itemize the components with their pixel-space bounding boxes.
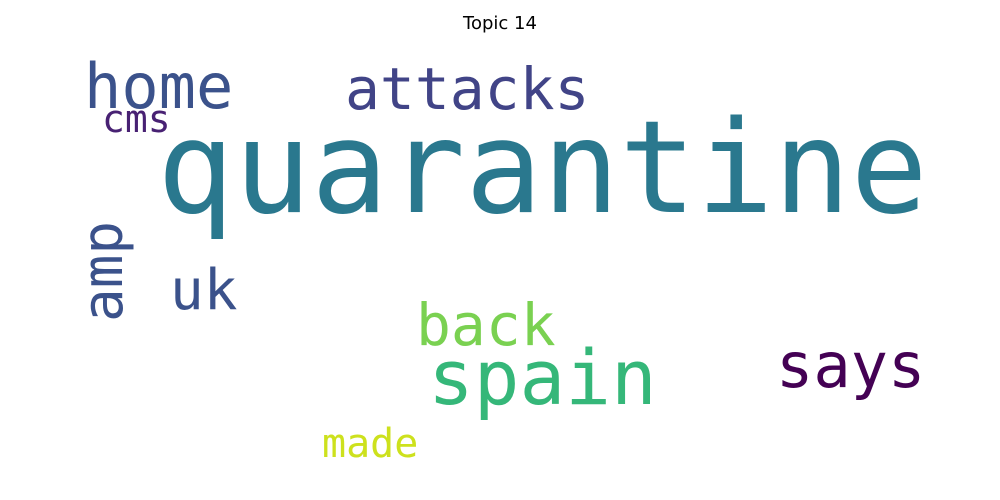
- word-made: made: [322, 421, 419, 467]
- word-cms: cms: [102, 97, 171, 141]
- word-back: back: [416, 291, 556, 359]
- word-home: home: [84, 50, 234, 123]
- word-amp: amp: [71, 220, 136, 322]
- word-spain: spain: [428, 333, 657, 422]
- word-quarantine: quarantine: [157, 94, 928, 243]
- word-uk: uk: [170, 258, 238, 323]
- word-attacks: attacks: [345, 55, 590, 123]
- word-says: says: [776, 329, 926, 402]
- chart-title: Topic 14: [463, 13, 537, 34]
